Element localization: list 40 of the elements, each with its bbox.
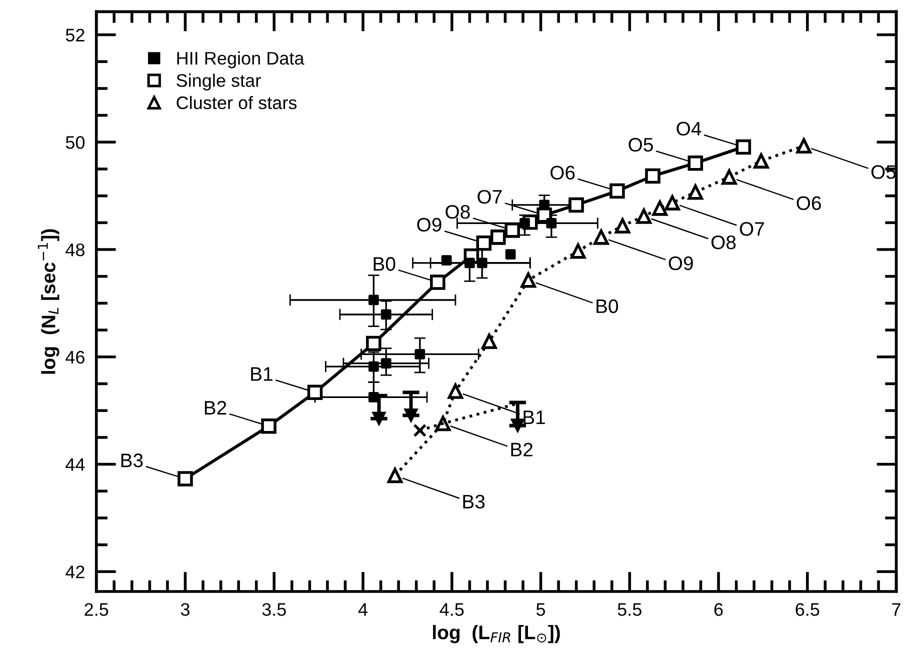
y-tick-label: 42 xyxy=(66,566,84,578)
y-tick-label: 52 xyxy=(66,28,84,42)
annotation: O7 xyxy=(740,222,764,236)
x-tick-label: 4 xyxy=(358,603,368,616)
annotation: O6 xyxy=(550,166,575,180)
annotation: O5 xyxy=(628,138,653,152)
annotation: B0 xyxy=(374,257,396,271)
annotation: B1 xyxy=(524,410,545,424)
annotation: O7 xyxy=(478,190,502,204)
x-tick-label: 6.5 xyxy=(796,603,820,616)
legend-label: HII Region Data xyxy=(177,51,304,68)
annotation: O8 xyxy=(711,235,736,250)
x-axis-title: log (L$_{FIR}$ [L$_{⊙}$]) xyxy=(433,625,560,644)
y-tick-label: 44 xyxy=(66,458,85,471)
legend-label: Cluster of stars xyxy=(176,96,297,110)
annotation: B0 xyxy=(596,299,618,314)
x-tick-label: 3 xyxy=(180,603,190,616)
y-tick-label: 50 xyxy=(66,136,85,149)
annotation: B3 xyxy=(463,494,485,509)
y-tick-label: 48 xyxy=(66,243,84,256)
x-tick-label: 5.5 xyxy=(618,603,642,616)
x-tick-label: 7 xyxy=(892,603,900,616)
legend-label: Single star xyxy=(176,74,261,90)
x-tick-label: 6 xyxy=(714,603,723,616)
y-axis-title: log (N$_{L}$ [sec$^{−1}$]) xyxy=(38,229,60,374)
annotation: O9 xyxy=(417,218,442,232)
annotation: O5 xyxy=(871,165,896,179)
annotation: B3 xyxy=(121,454,143,468)
y-tick-label: 46 xyxy=(66,350,84,364)
annotation: B2 xyxy=(204,400,226,415)
annotation: O8 xyxy=(446,204,470,219)
annotation: O4 xyxy=(676,122,702,136)
annotation: B1 xyxy=(251,367,272,381)
x-tick-label: 4.5 xyxy=(440,603,464,616)
x-tick-label: 2.5 xyxy=(84,603,108,616)
annotation: B2 xyxy=(511,442,532,456)
x-tick-label: 5 xyxy=(536,603,546,616)
annotation: O6 xyxy=(796,196,821,210)
x-tick-label: 3.5 xyxy=(262,603,286,616)
annotation: O9 xyxy=(668,256,693,270)
